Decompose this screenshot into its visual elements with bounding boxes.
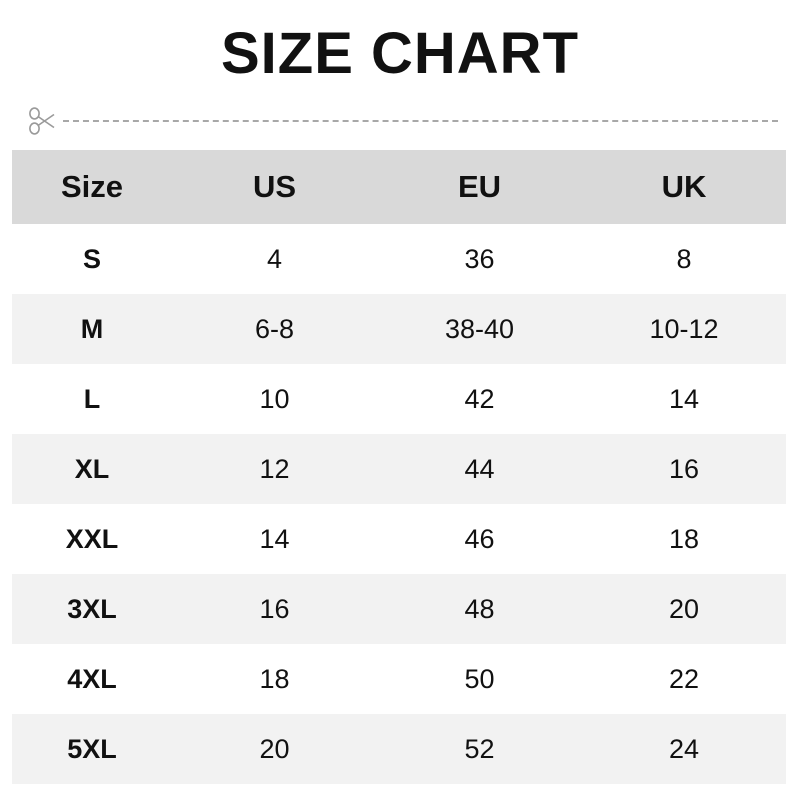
cell-us: 20 bbox=[259, 733, 290, 764]
table-row: XL 12 44 16 bbox=[12, 434, 786, 504]
cell-uk: 20 bbox=[668, 593, 700, 624]
cell-eu: 38-40 bbox=[444, 313, 515, 344]
table-row: S 4 36 8 bbox=[12, 224, 786, 294]
cell-us: 6-8 bbox=[254, 313, 295, 344]
cell-uk: 18 bbox=[668, 523, 700, 554]
cell-uk: 16 bbox=[668, 453, 700, 484]
cell-size: 5XL bbox=[67, 733, 117, 764]
cell-us: 14 bbox=[259, 523, 290, 554]
table-header-row: Size US EU UK bbox=[12, 150, 786, 224]
cell-size: L bbox=[83, 383, 101, 414]
table-row: L 10 42 14 bbox=[12, 364, 786, 434]
table-row: XXL 14 46 18 bbox=[12, 504, 786, 574]
cell-us: 18 bbox=[259, 663, 290, 694]
cell-eu: 52 bbox=[464, 733, 495, 764]
table-row: 4XL 18 50 22 bbox=[12, 644, 786, 714]
cell-uk: 10-12 bbox=[649, 313, 719, 344]
cell-eu: 36 bbox=[464, 243, 495, 274]
table-row: 5XL 20 52 24 bbox=[12, 714, 786, 784]
cell-eu: 44 bbox=[464, 453, 495, 484]
cell-size: 3XL bbox=[67, 593, 117, 624]
column-header-size: Size bbox=[60, 169, 124, 204]
cell-uk: 14 bbox=[668, 383, 700, 414]
cell-size: S bbox=[82, 243, 101, 274]
cell-uk: 24 bbox=[668, 733, 700, 764]
page-title: SIZE CHART bbox=[221, 21, 579, 86]
cut-dashed-line bbox=[63, 120, 778, 122]
table-header: Size US EU UK bbox=[12, 150, 786, 224]
table-body: S 4 36 8 M 6-8 38-40 10-12 L 10 42 14 XL… bbox=[12, 224, 786, 784]
size-chart-table: Size US EU UK S 4 36 8 M 6-8 38-40 10-12… bbox=[12, 150, 786, 784]
cell-us: 10 bbox=[259, 383, 290, 414]
cell-eu: 48 bbox=[464, 593, 495, 624]
cell-uk: 8 bbox=[676, 243, 692, 274]
cell-us: 4 bbox=[266, 243, 283, 274]
cell-us: 12 bbox=[259, 453, 290, 484]
table-row: M 6-8 38-40 10-12 bbox=[12, 294, 786, 364]
column-header-eu: EU bbox=[457, 169, 502, 204]
scissors-icon bbox=[29, 107, 55, 135]
cell-us: 16 bbox=[259, 593, 290, 624]
cell-eu: 46 bbox=[464, 523, 495, 554]
cell-eu: 50 bbox=[464, 663, 495, 694]
cell-size: M bbox=[80, 313, 104, 344]
cell-size: 4XL bbox=[67, 663, 117, 694]
cell-uk: 22 bbox=[668, 663, 700, 694]
column-header-uk: UK bbox=[661, 169, 707, 204]
table-row: 3XL 16 48 20 bbox=[12, 574, 786, 644]
cell-size: XL bbox=[74, 453, 110, 484]
cell-size: XXL bbox=[65, 523, 119, 554]
column-header-us: US bbox=[252, 169, 297, 204]
cell-eu: 42 bbox=[464, 383, 495, 414]
cut-line bbox=[28, 104, 778, 138]
